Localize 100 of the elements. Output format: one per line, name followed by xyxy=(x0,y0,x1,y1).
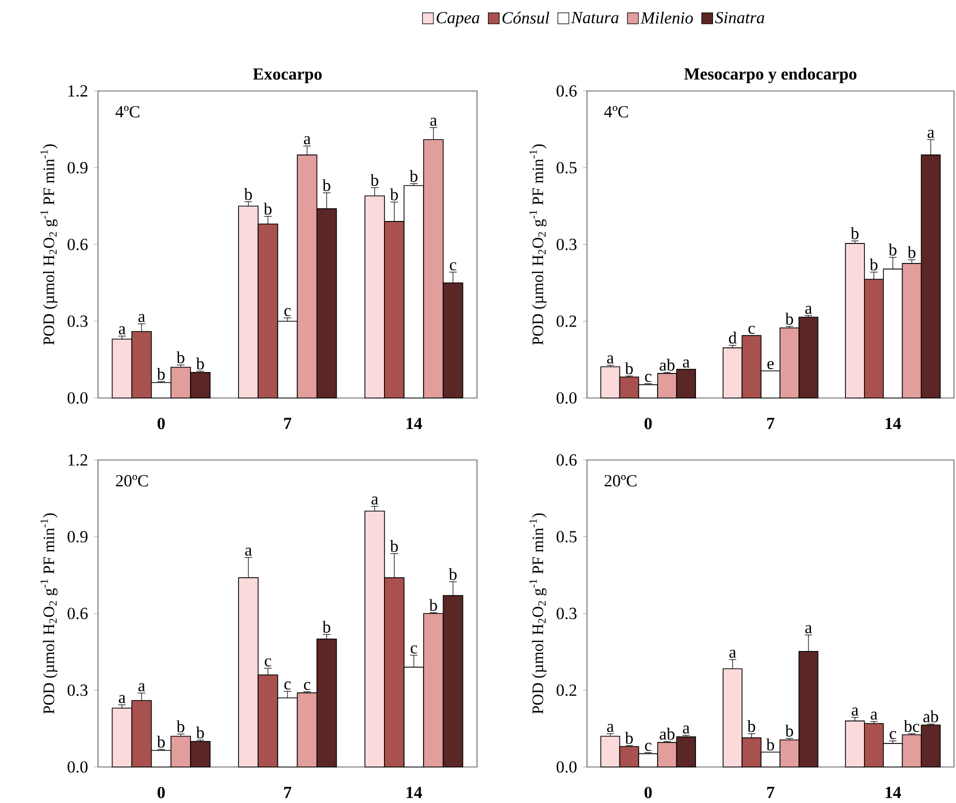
data-label: b xyxy=(870,258,878,270)
data-label: a xyxy=(304,136,311,144)
x-tick-label: 0 xyxy=(644,418,652,430)
data-label: b xyxy=(429,599,438,612)
legend-label: Milenio xyxy=(640,12,693,24)
data-label: c xyxy=(645,374,652,382)
data-label: a xyxy=(682,725,690,734)
text: POD (µmol H$_{2}$O$_{2}$ g$^{-1}$ PF min$^{-1}$) xyxy=(529,513,547,714)
data-label: a xyxy=(118,695,126,704)
chart-title: Mesocarpo y endocarpo xyxy=(684,68,856,84)
data-label: c xyxy=(284,681,291,690)
y-tick-label: 1.2 xyxy=(68,85,88,97)
y-tick-label: 0.3 xyxy=(556,608,577,620)
data-label: a xyxy=(138,314,146,322)
annotation: 20ºC xyxy=(116,475,148,486)
x-tick-label: 14 xyxy=(886,418,901,430)
y-tick-label: 0.9 xyxy=(68,530,88,542)
y-tick-label: 0.0 xyxy=(556,761,577,773)
y-tick-label: 0.6 xyxy=(556,85,577,97)
data-label: b xyxy=(766,738,774,750)
x-tick-label: 0 xyxy=(158,786,165,798)
data-label: a xyxy=(245,548,252,556)
annotation: 4ºC xyxy=(604,106,628,118)
x-tick-label: 7 xyxy=(767,786,774,798)
data-label: a xyxy=(682,360,690,368)
x-tick-label: 14 xyxy=(406,786,422,798)
data-label: c xyxy=(284,308,291,316)
text: POD (µmol H$_{2}$O$_{2}$ g$^{-1}$ PF min$^{-1}$) xyxy=(529,144,547,345)
data-label: c xyxy=(890,731,896,740)
y-tick-label: 0.3 xyxy=(68,684,88,696)
data-label: a xyxy=(805,625,812,634)
annotation: 4ºC xyxy=(116,106,140,118)
x-tick-label: 14 xyxy=(406,418,422,430)
data-label: a xyxy=(852,708,858,716)
data-label: bc xyxy=(904,720,920,732)
y-tick-label: 0.6 xyxy=(556,454,577,466)
data-label: b xyxy=(196,726,204,738)
text: POD (µmol H$_{2}$O$_{2}$ g$^{-1}$ PF min$^{-1}$) xyxy=(40,513,58,714)
y-tick-label: 0.0 xyxy=(556,392,577,404)
y-tick-label: 1.2 xyxy=(68,454,88,466)
data-label: a xyxy=(928,130,934,138)
data-label: c xyxy=(748,326,755,334)
data-label: a xyxy=(607,724,614,732)
data-label: a xyxy=(372,496,378,505)
data-label: b xyxy=(176,351,184,364)
data-label: b xyxy=(410,170,418,182)
data-label: b xyxy=(390,540,398,552)
y-tick-label: 0.5 xyxy=(556,530,577,542)
data-label: b xyxy=(785,312,794,325)
data-label: d xyxy=(728,332,737,344)
chart-title: Exocarpo xyxy=(252,68,322,84)
data-label: c xyxy=(264,658,272,667)
legend-label: Cónsul xyxy=(502,12,550,24)
data-label: e xyxy=(767,361,774,370)
data-label: c xyxy=(450,262,456,270)
legend-label: Sinatra xyxy=(715,12,764,24)
data-label: b xyxy=(785,724,794,737)
data-label: b xyxy=(322,620,330,633)
data-label: c xyxy=(304,682,310,690)
x-tick-label: 0 xyxy=(158,418,165,430)
data-label: a xyxy=(805,306,812,314)
legend-label: Natura xyxy=(571,12,618,24)
data-label: a xyxy=(870,712,878,720)
y-tick-label: 0.2 xyxy=(556,315,576,327)
data-label: b xyxy=(888,244,896,256)
data-label: b xyxy=(850,227,859,240)
x-tick-label: 14 xyxy=(886,786,901,798)
data-label: b xyxy=(156,368,165,380)
data-label: b xyxy=(747,720,756,732)
text: POD (µmol H$_{2}$O$_{2}$ g$^{-1}$ PF min$^{-1}$) xyxy=(40,144,58,345)
data-label: a xyxy=(118,326,126,334)
data-label: b xyxy=(244,188,252,200)
data-label: c xyxy=(645,742,652,751)
data-label: a xyxy=(138,683,146,692)
x-tick-label: 7 xyxy=(284,418,292,429)
data-label: b xyxy=(390,188,398,200)
data-label: b xyxy=(264,202,272,215)
data-label: b xyxy=(156,736,165,748)
data-label: ab xyxy=(660,358,674,371)
data-label: b xyxy=(624,362,633,374)
y-tick-label: 0.0 xyxy=(68,392,88,404)
data-label: c xyxy=(410,645,418,654)
data-label: a xyxy=(607,355,614,364)
data-label: b xyxy=(908,246,916,258)
data-label: a xyxy=(430,118,437,126)
data-label: b xyxy=(196,358,204,370)
y-tick-label: 0.3 xyxy=(68,315,88,327)
data-label: b xyxy=(176,720,184,732)
y-tick-label: 0.6 xyxy=(68,608,88,620)
data-label: b xyxy=(624,732,633,744)
annotation: 20ºC xyxy=(604,475,636,486)
y-tick-label: 0.9 xyxy=(68,162,88,174)
data-label: ab xyxy=(660,728,674,740)
x-tick-label: 7 xyxy=(284,786,292,798)
x-tick-label: 0 xyxy=(644,786,652,798)
data-label: a xyxy=(729,650,736,658)
x-tick-label: 7 xyxy=(767,418,774,429)
data-label: b xyxy=(322,179,330,192)
y-tick-label: 0.2 xyxy=(556,684,576,696)
data-label: ab xyxy=(923,710,938,722)
